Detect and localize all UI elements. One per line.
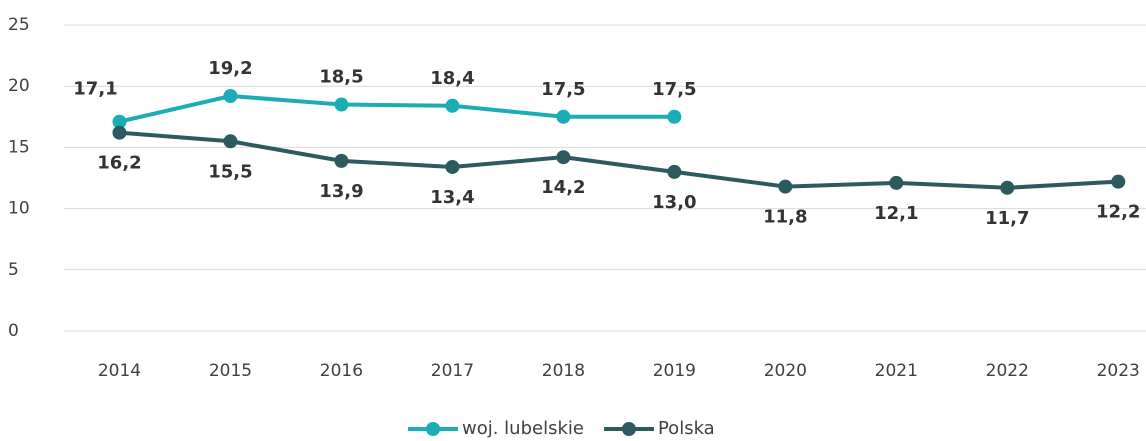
y-tick-label: 15 [8,137,30,157]
point [1000,180,1015,195]
value-label: 17,5 [541,79,585,100]
value-label: 18,4 [430,68,474,89]
value-label: 12,2 [1096,202,1140,223]
x-tick-label: 2019 [653,361,696,381]
value-label: 13,0 [652,192,696,213]
legend-label: woj. lubelskie [462,418,584,439]
point [223,88,238,103]
x-tick-label: 2014 [98,361,141,381]
value-label: 16,2 [97,153,141,174]
y-tick-label: 25 [8,15,30,35]
point [112,114,127,129]
x-tick-label: 2015 [209,361,252,381]
point [445,98,460,113]
legend-label: Polska [658,418,715,439]
legend-marker [426,422,440,436]
point [223,134,238,149]
value-label: 17,5 [652,79,696,100]
legend-marker [621,422,636,436]
value-label: 11,8 [763,207,807,228]
x-tick-label: 2017 [431,361,474,381]
point [445,159,460,174]
value-label: 18,5 [319,67,363,88]
value-label: 15,5 [208,161,252,182]
point [556,109,571,124]
series-line [119,93,675,124]
x-tick-label: 2018 [542,361,585,381]
series-line [119,130,1119,190]
value-label: 14,2 [541,177,585,198]
point [556,150,571,165]
point [667,164,682,179]
x-tick-label: 2016 [320,361,363,381]
point [334,153,349,168]
point [112,125,127,140]
value-label: 13,4 [430,187,474,208]
point [334,97,349,112]
x-tick-label: 2021 [875,361,918,381]
point [667,109,682,124]
y-tick-label: 5 [8,260,19,280]
value-label: 11,7 [985,208,1029,229]
x-tick-label: 2020 [764,361,807,381]
x-tick-label: 2022 [986,361,1029,381]
x-tick-label: 2023 [1097,361,1140,381]
value-label: 19,2 [208,58,252,79]
point [889,175,904,190]
point [1111,174,1126,189]
value-label: 13,9 [319,181,363,202]
value-label: 12,1 [874,203,918,224]
y-tick-label: 10 [8,199,30,219]
point [778,179,793,194]
y-tick-label: 20 [8,76,30,96]
value-label: 17,1 [73,79,117,100]
y-tick-label: 0 [8,321,19,341]
